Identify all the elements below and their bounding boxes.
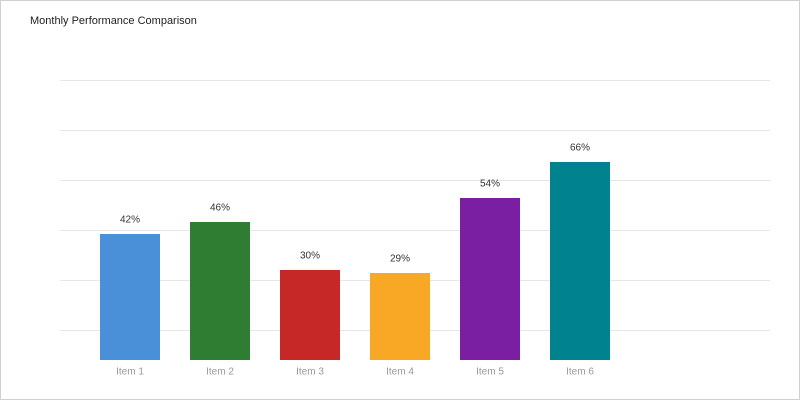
bar (280, 270, 340, 360)
x-tick-label: Item 5 (476, 367, 504, 378)
bar (190, 222, 250, 360)
x-tick-label: Item 3 (296, 367, 324, 378)
value-label: 66% (570, 143, 590, 154)
bar (100, 234, 160, 360)
x-tick-label: Item 6 (566, 367, 594, 378)
x-tick-label: Item 1 (116, 367, 144, 378)
x-tick-label: Item 4 (386, 367, 414, 378)
value-label: 46% (210, 203, 230, 214)
value-label: 30% (300, 251, 320, 262)
value-label: 29% (390, 254, 410, 265)
chart-title: Monthly Performance Comparison (30, 15, 197, 27)
value-label: 42% (120, 215, 140, 226)
value-label: 54% (480, 179, 500, 190)
bar (550, 162, 610, 360)
bar (370, 273, 430, 360)
x-tick-label: Item 2 (206, 367, 234, 378)
bar (460, 198, 520, 360)
